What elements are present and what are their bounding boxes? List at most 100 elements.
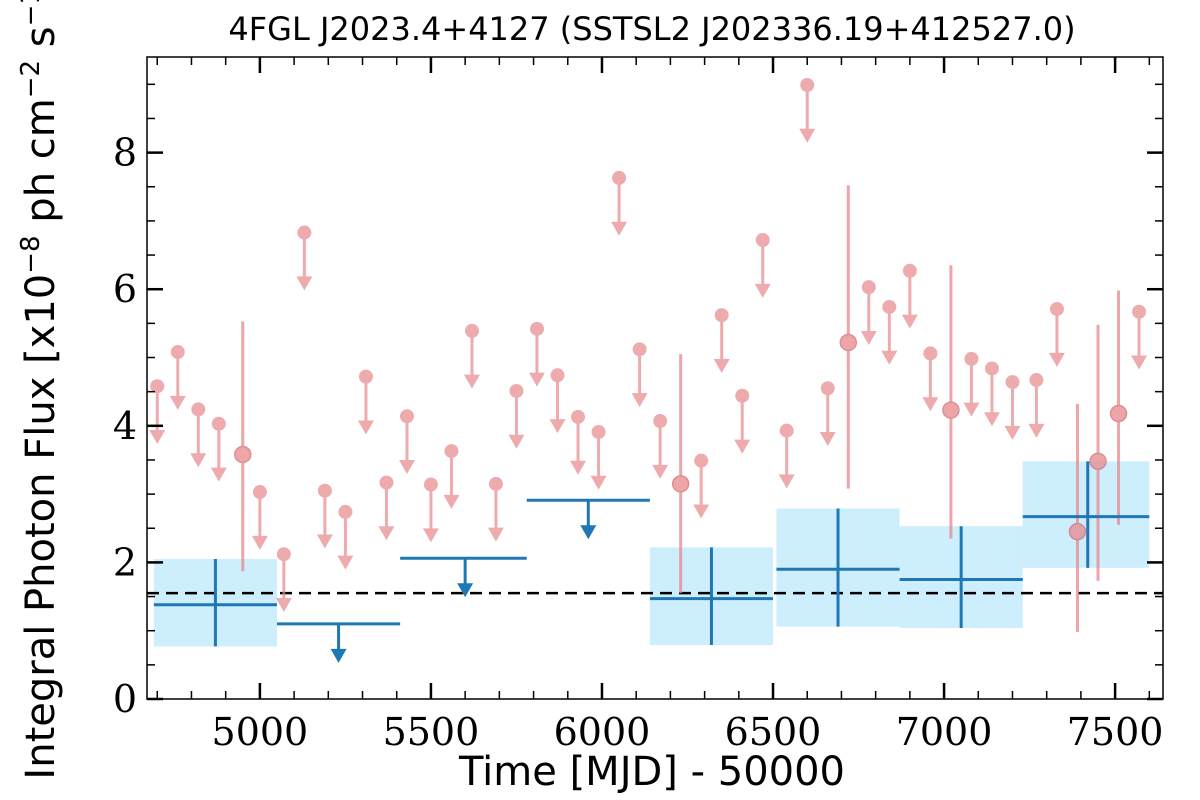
fine-upper-limit <box>799 78 816 143</box>
upper-limit-marker <box>882 299 897 314</box>
x-axis-title: Time [MJD] - 50000 <box>458 749 845 795</box>
fine-upper-limit <box>693 453 710 519</box>
detection-marker <box>1089 452 1107 471</box>
fine-upper-limit <box>778 423 795 489</box>
fine-upper-limit <box>378 475 395 541</box>
upper-limit-arrow-head <box>357 420 374 435</box>
upper-limit-arrow-head <box>337 555 354 570</box>
upper-limit-marker <box>653 414 668 429</box>
fine-upper-limit <box>631 342 648 408</box>
upper-limit-arrow-head <box>251 535 268 550</box>
upper-limit-marker <box>861 280 876 295</box>
coarse-detection <box>899 526 1023 628</box>
fine-upper-limit <box>251 485 268 550</box>
upper-limit-marker <box>317 483 332 498</box>
upper-limit-arrow-head <box>443 494 460 509</box>
fine-upper-limit <box>337 504 354 570</box>
upper-limit-marker <box>984 361 999 376</box>
fine-upper-limit <box>296 225 313 291</box>
coarse-upper-limit <box>526 498 650 540</box>
upper-limit-marker <box>276 547 291 562</box>
fine-upper-limit <box>210 416 227 482</box>
upper-limit-marker <box>735 388 750 403</box>
upper-limit-arrow-head <box>778 474 795 489</box>
upper-limit-marker <box>252 485 267 500</box>
coarse-detection <box>649 547 774 646</box>
upper-limit-marker <box>1049 302 1064 317</box>
coarse-limit-head <box>457 583 474 598</box>
upper-limit-arrow-head <box>631 393 648 408</box>
fine-bin-series <box>149 78 1148 633</box>
y-axis-title-exp1: −8 <box>16 235 46 273</box>
upper-limit-arrow-head <box>398 460 415 475</box>
coarse-upper-limit <box>276 622 401 663</box>
upper-limit-arrow-head <box>422 528 439 543</box>
upper-limit-arrow-head <box>799 128 816 143</box>
x-tick-label: 7000 <box>896 710 993 754</box>
upper-limit-arrow-head <box>611 221 628 236</box>
upper-limit-arrow-head <box>693 504 710 519</box>
y-tick-label: 6 <box>113 267 137 311</box>
upper-limit-arrow-head <box>901 314 918 329</box>
coarse-bin-error-bands <box>153 461 1150 647</box>
coarse-limit-head <box>580 525 597 540</box>
x-tick-label: 6000 <box>554 710 651 754</box>
x-tick-label: 5500 <box>383 710 480 754</box>
upper-limit-arrow-head <box>1048 352 1065 367</box>
upper-limit-arrow-head <box>210 467 227 482</box>
upper-limit-marker <box>1029 373 1044 388</box>
upper-limit-arrow-head <box>983 412 1000 427</box>
coarse-detection <box>153 558 277 647</box>
fine-upper-limit <box>422 477 439 543</box>
y-tick-label: 8 <box>113 131 137 175</box>
fine-upper-limit <box>190 402 207 468</box>
detection-marker <box>234 445 252 464</box>
upper-limit-arrow-head <box>463 374 480 389</box>
detection-marker <box>671 475 690 493</box>
y-axis-title-exp2: −2 <box>16 60 46 98</box>
upper-limit-marker <box>191 402 206 417</box>
upper-limit-arrow-head <box>652 464 669 479</box>
coarse-error-band <box>1022 461 1150 568</box>
upper-limit-arrow-head <box>860 330 877 345</box>
upper-limit-arrow-head <box>296 276 313 291</box>
y-axis-title-base: Integral Photon Flux [x10 <box>18 274 64 780</box>
fine-upper-limit <box>611 170 628 236</box>
upper-limit-arrow-head <box>549 419 566 434</box>
fine-detection-point <box>839 185 858 489</box>
x-tick-label: 5000 <box>212 710 309 754</box>
upper-limit-arrow-head <box>275 598 292 613</box>
upper-limit-arrow-head <box>754 283 771 298</box>
y-axis-title: Integral Photon Flux [x10−8 ph cm−2 s−1] <box>16 0 64 780</box>
fine-upper-limit <box>549 368 566 434</box>
upper-limit-marker <box>170 345 185 360</box>
upper-limit-marker <box>612 170 627 185</box>
fine-upper-limit <box>508 383 525 449</box>
detection-marker <box>942 401 960 419</box>
upper-limit-arrow-head <box>378 526 395 541</box>
fine-detection-point <box>234 321 252 572</box>
upper-limit-arrow-head <box>528 372 545 387</box>
fine-upper-limit <box>1028 373 1045 438</box>
upper-limit-marker <box>902 263 917 278</box>
upper-limit-marker <box>800 78 815 93</box>
upper-limit-marker <box>820 381 835 396</box>
fine-upper-limit <box>149 379 166 445</box>
upper-limit-marker <box>399 409 414 424</box>
upper-limit-marker <box>529 321 544 336</box>
fine-upper-limit <box>487 476 504 542</box>
upper-limit-arrow-head <box>881 350 898 365</box>
upper-limit-arrow-head <box>963 402 980 417</box>
chart-title: 4FGL J2023.4+4127 (SSTSL2 J202336.19+412… <box>228 10 1075 48</box>
coarse-upper-limit <box>400 556 527 598</box>
upper-limit-arrow-head <box>590 475 607 490</box>
upper-limit-arrow-head <box>713 358 730 373</box>
upper-limit-arrow-head <box>922 397 939 412</box>
upper-limit-marker <box>488 476 503 491</box>
y-axis-title-mid: ph cm <box>18 98 64 235</box>
fine-upper-limit <box>860 280 877 345</box>
fine-detection-point <box>942 265 960 539</box>
upper-limit-marker <box>694 453 709 468</box>
upper-limit-arrow-head <box>570 460 587 475</box>
x-tick-label: 7500 <box>1067 710 1164 754</box>
